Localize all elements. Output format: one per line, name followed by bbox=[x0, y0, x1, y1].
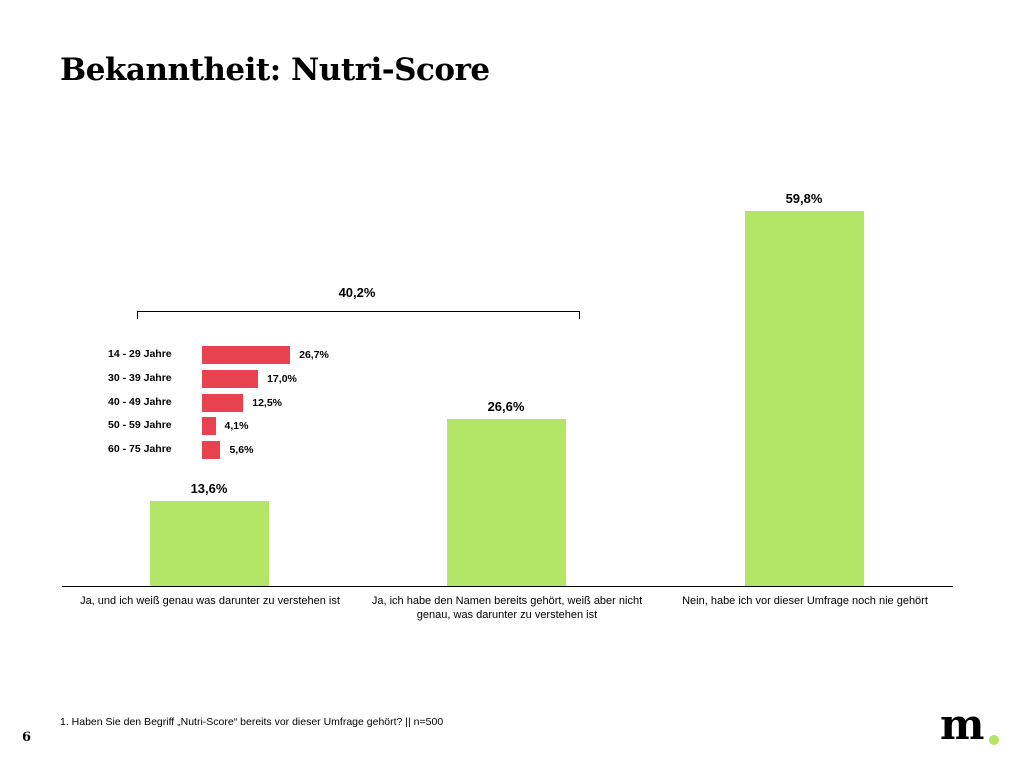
data-label: 13,6% bbox=[190, 480, 228, 496]
category-label: Ja, und ich weiß genau was darunter zu v… bbox=[80, 595, 340, 607]
age-bar bbox=[202, 394, 244, 412]
page-title: Bekanntheit: Nutri-Score bbox=[60, 52, 490, 88]
age-label: 50 - 59 Jahre bbox=[108, 419, 172, 431]
page-number: 6 bbox=[22, 730, 32, 745]
age-bar bbox=[202, 441, 221, 459]
category-label: Ja, ich habe den Namen bereits gehört, w… bbox=[371, 595, 643, 621]
bar bbox=[150, 500, 269, 586]
logo: m bbox=[940, 700, 985, 749]
age-value: 17,0% bbox=[267, 373, 297, 385]
age-label: 14 - 29 Jahre bbox=[108, 348, 172, 360]
x-axis bbox=[62, 586, 953, 587]
age-bar bbox=[202, 346, 291, 364]
data-label: 26,6% bbox=[487, 399, 525, 415]
category-label: Nein, habe ich vor dieser Umfrage noch n… bbox=[682, 595, 928, 607]
bar bbox=[447, 419, 566, 586]
age-bar bbox=[202, 417, 216, 435]
age-label: 30 - 39 Jahre bbox=[108, 372, 172, 384]
age-value: 4,1% bbox=[224, 420, 249, 432]
age-bar bbox=[202, 370, 259, 388]
age-label: 60 - 75 Jahre bbox=[108, 443, 172, 455]
footnote: 1. Haben Sie den Begriff „Nutri-Score“ b… bbox=[60, 716, 444, 728]
age-value: 12,5% bbox=[252, 397, 283, 409]
age-label: 40 - 49 Jahre bbox=[108, 396, 172, 408]
bracket bbox=[137, 311, 580, 319]
age-value: 26,7% bbox=[299, 349, 329, 361]
bar bbox=[745, 211, 864, 586]
bracket-label: 40,2% bbox=[338, 285, 376, 300]
age-value: 5,6% bbox=[229, 444, 254, 456]
logo-dot bbox=[989, 735, 999, 745]
data-label: 59,8% bbox=[785, 191, 823, 206]
